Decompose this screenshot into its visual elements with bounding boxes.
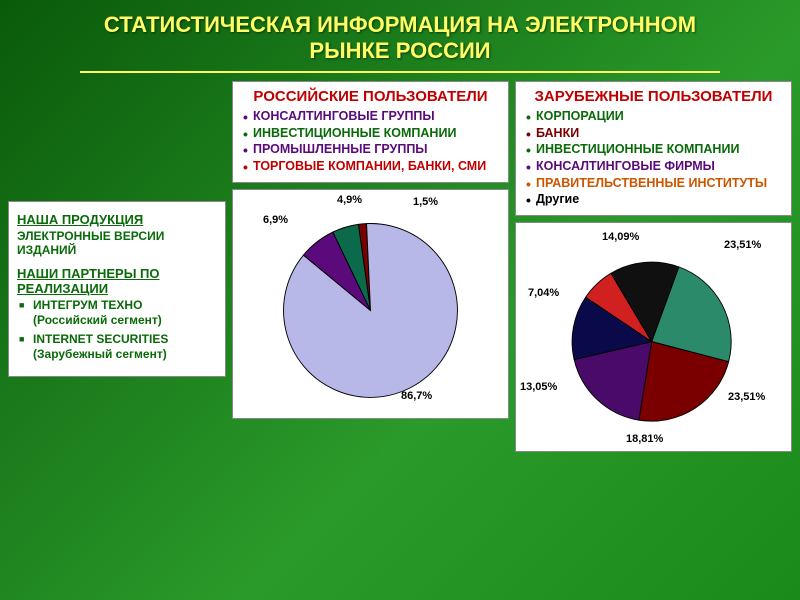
foreign-pie-label-3: 13,05% bbox=[520, 381, 557, 393]
content-row: НАША ПРОДУКЦИЯ ЭЛЕКТРОННЫЕ ВЕРСИИ ИЗДАНИ… bbox=[0, 81, 800, 452]
russian-item-0: КОНСАЛТИНГОВЫЕ ГРУППЫ bbox=[243, 109, 500, 125]
russian-column: РОССИЙСКИЕ ПОЛЬЗОВАТЕЛИ КОНСАЛТИНГОВЫЕ Г… bbox=[232, 81, 509, 452]
foreign-pie-label-0: 23,51% bbox=[724, 239, 761, 251]
left-info-panel: НАША ПРОДУКЦИЯ ЭЛЕКТРОННЫЕ ВЕРСИИ ИЗДАНИ… bbox=[8, 201, 226, 377]
russian-pie-label-0: 1,5% bbox=[413, 196, 438, 208]
foreign-item-0: КОРПОРАЦИИ bbox=[526, 109, 783, 125]
foreign-item-5: Другие bbox=[526, 192, 783, 208]
foreign-column: ЗАРУБЕЖНЫЕ ПОЛЬЗОВАТЕЛИ КОРПОРАЦИИБАНКИИ… bbox=[515, 81, 792, 452]
russian-title: РОССИЙСКИЕ ПОЛЬЗОВАТЕЛИ bbox=[241, 88, 500, 105]
partner-item-1: INTERNET SECURITIES (Зарубежный сегмент) bbox=[19, 332, 217, 362]
left-head2: НАШИ ПАРТНЕРЫ ПО РЕАЛИЗАЦИИ bbox=[17, 266, 217, 296]
foreign-pie-label-5: 14,09% bbox=[602, 231, 639, 243]
foreign-users-panel: ЗАРУБЕЖНЫЕ ПОЛЬЗОВАТЕЛИ КОРПОРАЦИИБАНКИИ… bbox=[515, 81, 792, 216]
russian-users-panel: РОССИЙСКИЕ ПОЛЬЗОВАТЕЛИ КОНСАЛТИНГОВЫЕ Г… bbox=[232, 81, 509, 183]
partner-item-0: ИНТЕГРУМ ТЕХНО (Российский сегмент) bbox=[19, 298, 217, 328]
page-title: СТАТИСТИЧЕСКАЯ ИНФОРМАЦИЯ НА ЭЛЕКТРОННОМ… bbox=[80, 0, 720, 73]
russian-list: КОНСАЛТИНГОВЫЕ ГРУППЫИНВЕСТИЦИОННЫЕ КОМП… bbox=[241, 109, 500, 175]
russian-item-1: ИНВЕСТИЦИОННЫЕ КОМПАНИИ bbox=[243, 126, 500, 142]
right-columns: РОССИЙСКИЕ ПОЛЬЗОВАТЕЛИ КОНСАЛТИНГОВЫЕ Г… bbox=[232, 81, 792, 452]
foreign-item-3: КОНСАЛТИНГОВЫЕ ФИРМЫ bbox=[526, 159, 783, 175]
left-column: НАША ПРОДУКЦИЯ ЭЛЕКТРОННЫЕ ВЕРСИИ ИЗДАНИ… bbox=[8, 81, 226, 452]
foreign-item-4: ПРАВИТЕЛЬСТВЕННЫЕ ИНСТИТУТЫ bbox=[526, 176, 783, 192]
russian-pie-panel: 1,5% 86,7% 6,9% 4,9% bbox=[232, 189, 509, 419]
russian-pie-svg bbox=[241, 196, 500, 412]
foreign-item-1: БАНКИ bbox=[526, 126, 783, 142]
foreign-title: ЗАРУБЕЖНЫЕ ПОЛЬЗОВАТЕЛИ bbox=[524, 88, 783, 105]
left-sub1: ЭЛЕКТРОННЫЕ ВЕРСИИ ИЗДАНИЙ bbox=[17, 229, 217, 258]
russian-pie-label-2: 6,9% bbox=[263, 214, 288, 226]
russian-item-2: ПРОМЫШЛЕННЫЕ ГРУППЫ bbox=[243, 142, 500, 158]
russian-pie-label-3: 4,9% bbox=[337, 194, 362, 206]
foreign-pie-svg bbox=[524, 229, 783, 445]
foreign-pie-label-1: 23,51% bbox=[728, 391, 765, 403]
foreign-item-2: ИНВЕСТИЦИОННЫЕ КОМПАНИИ bbox=[526, 142, 783, 158]
foreign-pie-panel: 23,51% 23,51% 18,81% 13,05% 7,04% 14,09% bbox=[515, 222, 792, 452]
foreign-pie-label-2: 18,81% bbox=[626, 433, 663, 445]
partner-list: ИНТЕГРУМ ТЕХНО (Российский сегмент) INTER… bbox=[17, 298, 217, 362]
foreign-pie-label-4: 7,04% bbox=[528, 287, 559, 299]
russian-item-3: ТОРГОВЫЕ КОМПАНИИ, БАНКИ, СМИ bbox=[243, 159, 500, 175]
left-head1: НАША ПРОДУКЦИЯ bbox=[17, 212, 217, 227]
foreign-list: КОРПОРАЦИИБАНКИИНВЕСТИЦИОННЫЕ КОМПАНИИКО… bbox=[524, 109, 783, 208]
russian-pie-label-1: 86,7% bbox=[401, 390, 432, 402]
